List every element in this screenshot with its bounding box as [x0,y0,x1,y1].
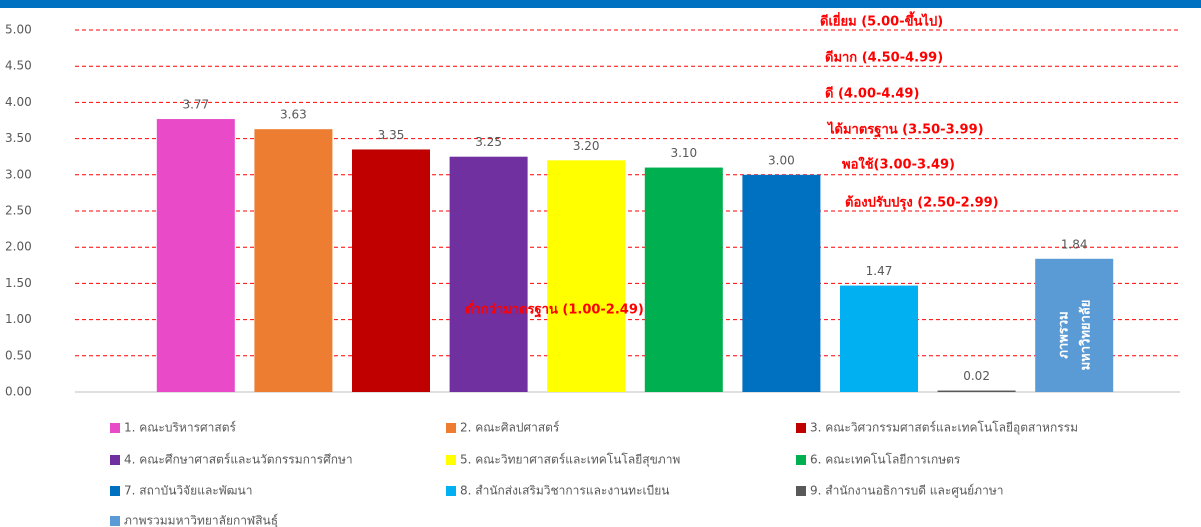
legend-swatch [446,455,456,465]
bar [352,149,430,392]
legend-swatch [110,455,120,465]
y-tick-label: 4.50 [5,59,32,73]
bar [644,167,723,392]
y-tick-label: 1.50 [5,276,32,290]
y-tick-label: 3.50 [5,131,32,145]
value-label: 3.35 [378,128,405,142]
value-label: 0.02 [963,369,990,383]
bar [156,119,235,392]
bar-inner-label: ภาพรวม [1057,311,1072,358]
value-label: 1.84 [1061,237,1088,251]
legend-swatch [110,423,120,433]
y-tick-label: 2.50 [5,204,32,218]
legend-label: 8. สำนักส่งเสริมวิชาการและงานทะเบียน [460,484,669,498]
annotation: ดี (4.00-4.49) [825,86,919,102]
legend-swatch [110,486,120,496]
legend-label: 3. คณะวิศวกรรมศาสตร์และเทคโนโลยีอุตสาหกร… [810,421,1078,436]
y-tick-label: 3.00 [5,167,32,181]
y-tick-label: 5.00 [5,23,32,37]
legend-label: 4. คณะศึกษาศาสตร์และนวัตกรรมการศึกษา [124,453,353,467]
annotation: พอใช้(3.00-3.49) [842,156,955,173]
annotation: ได้มาตรฐาน (3.50-3.99) [826,121,984,139]
legend-swatch [796,486,806,496]
bar-inner-label: มหาวิทยาลัย [1079,300,1094,371]
value-label: 3.10 [670,146,697,160]
y-tick-label: 0.00 [5,385,32,399]
legend-swatch [796,455,806,465]
annotation: ดีเยี่ยม (5.00-ขึ้นไป) [820,11,943,30]
top-band [0,0,1201,8]
y-tick-label: 0.50 [5,348,32,362]
value-label: 3.25 [475,135,502,149]
value-label: 3.00 [768,153,795,167]
annotation: ต้องปรับปรุง (2.50-2.99) [845,195,999,211]
legend-label: ภาพรวมมหาวิทยาลัยกาฬสินธุ์ [124,514,278,527]
value-label: 3.63 [280,108,307,122]
annotation: ต่ำกว่ามาตรฐาน (1.00-2.49) [465,300,644,319]
y-tick-label: 2.00 [5,240,32,254]
y-tick-label: 4.00 [5,95,32,109]
legend-swatch [796,423,806,433]
annotation: ดีมาก (4.50-4.99) [825,50,943,66]
value-label: 3.77 [182,98,209,112]
bar [449,156,528,392]
value-label: 3.20 [573,139,600,153]
bar [547,160,626,392]
bar [1035,258,1114,392]
bar [937,390,1016,392]
legend-label: 1. คณะบริหารศาสตร์ [124,421,236,435]
legend-swatch [110,516,120,526]
bar [840,285,918,392]
value-label: 1.47 [866,264,893,278]
bar [742,174,821,392]
legend-label: 9. สำนักงานอธิการบดี และศูนย์ภาษา [810,484,1003,499]
legend-label: 6. คณะเทคโนโลยีการเกษตร [810,453,961,467]
legend-label: 2. คณะศิลปศาสตร์ [460,421,560,435]
bar [254,129,333,393]
legend-swatch [446,486,456,496]
legend-swatch [446,423,456,433]
y-tick-label: 1.00 [5,312,32,326]
legend-label: 7. สถาบันวิจัยและพัฒนา [124,484,252,498]
legend-label: 5. คณะวิทยาศาสตร์และเทคโนโลยีสุขภาพ [460,453,680,468]
